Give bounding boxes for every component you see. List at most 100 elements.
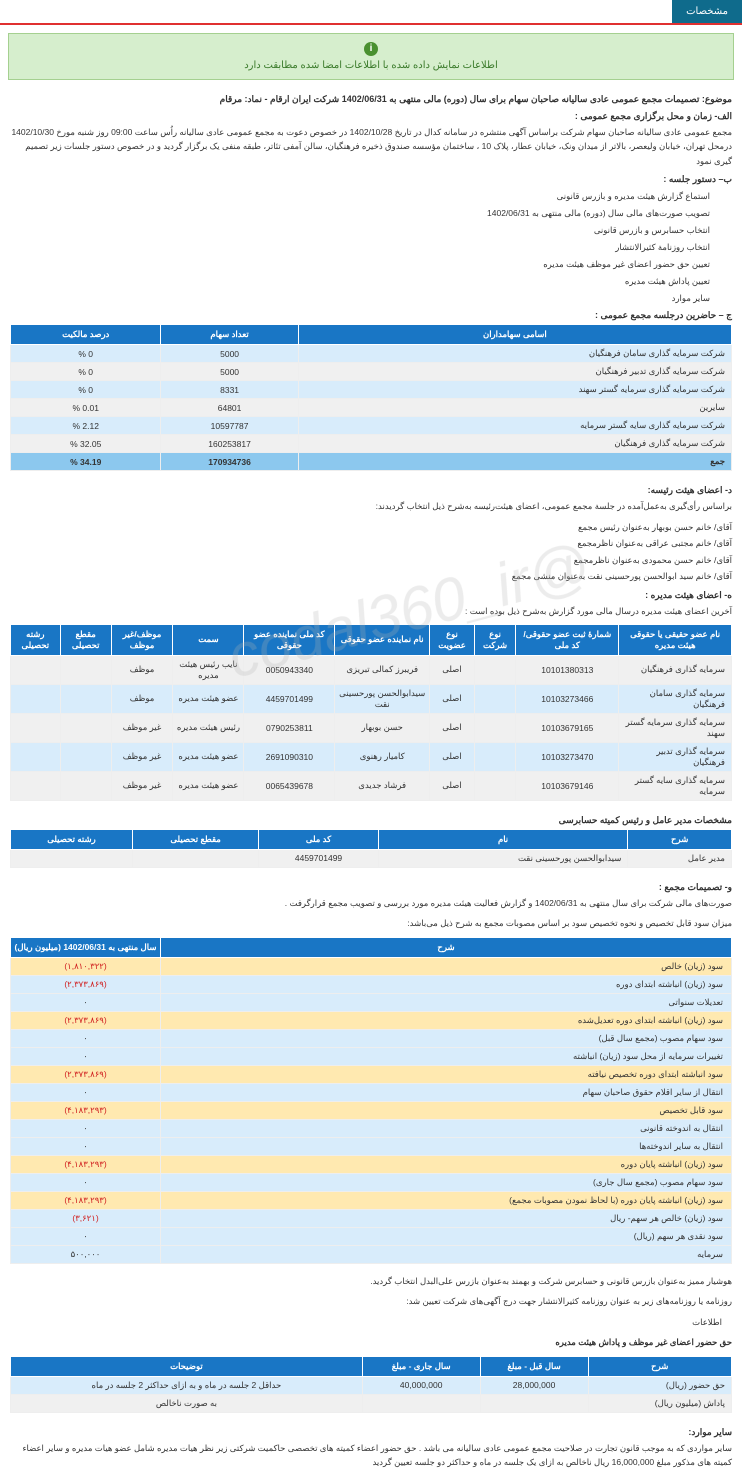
table-row: سود سهام مصوب (مجمع سال قبل)۰	[11, 1029, 732, 1047]
td: 0.01 %	[11, 399, 161, 417]
td: 64801	[161, 399, 298, 417]
td: سود (زیان) انباشته ابتدای دوره	[161, 975, 732, 993]
td: 10103679165	[516, 713, 619, 742]
tab-specs[interactable]: مشخصات	[672, 0, 742, 23]
sec-b-title: ب– دستور جلسه :	[10, 174, 732, 185]
sec-f-body1: صورت‌های مالی شرکت برای سال منتهی به 140…	[10, 896, 732, 910]
td: به صورت ناخالص	[11, 1394, 363, 1412]
td: 28,000,000	[480, 1376, 588, 1394]
table-row: سرمایه گذاری سامان فرهنگیان10103273466اص…	[11, 684, 732, 713]
td: فریبرز کمالی تبریزی	[335, 655, 430, 684]
th: توضیحات	[11, 1356, 363, 1376]
sec-f-title: و- تصمیمات مجمع :	[10, 882, 732, 893]
board-table: نام عضو حقیقی یا حقوقی هیئت مدیرهشمارۀ ث…	[10, 624, 732, 801]
td: 0050943340	[244, 655, 335, 684]
td: حداقل 2 جلسه در ماه و به ازای حداکثر 2 ج…	[11, 1376, 363, 1394]
table-row: شرکت سرمایه گذاری تدبیر فرهنگیان50000 %	[11, 363, 732, 381]
newspaper-line: روزنامه‌ یا روزنامه‌های زیر به عنوان روز…	[10, 1294, 732, 1308]
td: شرکت سرمایه گذاری تدبیر فرهنگیان	[298, 363, 731, 381]
sec-d-title: د- اعضای هیئت رئیسه:	[10, 485, 732, 496]
td: (۲,۳۷۳,۸۶۹)	[11, 1065, 161, 1083]
td: نایب رئیس هیئت مدیره	[173, 655, 244, 684]
td: 8331	[161, 381, 298, 399]
td: (۴,۱۸۳,۲۹۳)	[11, 1191, 161, 1209]
td: 160253817	[161, 435, 298, 453]
th: کد ملی نماینده عضو حقوقی	[244, 624, 335, 655]
td: 4459701499	[259, 849, 378, 867]
td: 2.12 %	[11, 417, 161, 435]
td: عضو هیئت مدیره	[173, 684, 244, 713]
td: تغییرات سرمایه از محل سود (زیان) انباشته	[161, 1047, 732, 1065]
th: سال قبل - مبلغ	[480, 1356, 588, 1376]
td: (۴,۱۸۳,۲۹۳)	[11, 1101, 161, 1119]
td: سرمایه گذاری سامان فرهنگیان	[619, 684, 732, 713]
td	[60, 742, 111, 771]
td: انتقال به اندوخته‌ قانونی	[161, 1119, 732, 1137]
th: مقطع تحصیلی	[132, 829, 258, 849]
td: ۰	[11, 993, 161, 1011]
chair-item: آقای/ خانم سید ابوالحسن پورحسینی نقت به‌…	[10, 569, 732, 583]
table-row: سرمایه گذاری تدبیر فرهنگیان10103273470اص…	[11, 742, 732, 771]
td	[474, 655, 515, 684]
td: فرشاد جدیدی	[335, 771, 430, 800]
profit-table: شرحسال منتهی به 1402/06/31 (میلیون ریال)…	[10, 937, 732, 1264]
fee-title: حق حضور اعضای غیر موظف و پاداش هیئت مدیر…	[10, 1335, 732, 1349]
td	[11, 771, 61, 800]
table-row: سود انباشته ابتدای دوره تخصیص نیافته(۲,۳…	[11, 1065, 732, 1083]
td: 40,000,000	[362, 1376, 480, 1394]
td	[474, 713, 515, 742]
td: پاداش (میلیون ریال)	[588, 1394, 732, 1412]
sec-e-intro: آخرین اعضای هیئت مدیره درسال مالی مورد گ…	[10, 604, 732, 618]
th: شرح	[588, 1356, 732, 1376]
divider	[0, 23, 742, 25]
td: اصلی	[430, 742, 475, 771]
td: سود نقدی هر سهم (ریال)	[161, 1227, 732, 1245]
top-tab-bar: مشخصات	[0, 0, 742, 23]
table-row: سود (زیان) انباشته پایان دوره (با لحاظ ن…	[11, 1191, 732, 1209]
td: 32.05 %	[11, 435, 161, 453]
td	[11, 713, 61, 742]
td: 0 %	[11, 363, 161, 381]
fee-table: شرحسال قبل - مبلغسال جاری - مبلغتوضیحاتح…	[10, 1356, 732, 1413]
td	[132, 849, 258, 867]
table-row: سود (زیان) انباشته ابتدای دوره تعدیل‌شده…	[11, 1011, 732, 1029]
agenda-item: انتخاب حسابرس و بازرس قانونی	[10, 225, 710, 236]
th: رشته تحصیلی	[11, 829, 133, 849]
subject-prefix: موضوع:	[702, 94, 732, 104]
table-row: مدیر عاملسیدابوالحسن پورحسینی نقت4459701…	[11, 849, 732, 867]
agenda-item: استماع گزارش هیئت‌ مدیره و بازرس قانونی	[10, 191, 710, 202]
td: 2691090310	[244, 742, 335, 771]
table-row: حق حضور (ریال)28,000,00040,000,000حداقل …	[11, 1376, 732, 1394]
td	[480, 1394, 588, 1412]
td: سرمایه گذاری فرهنگیان	[619, 655, 732, 684]
table-row: شرکت سرمایه گذاری سایه گستر سرمایه105977…	[11, 417, 732, 435]
td	[11, 655, 61, 684]
table-row: سرمایه گذاری فرهنگیان10101380313اصلیفریب…	[11, 655, 732, 684]
sec-e-title: ه- اعضای هیئت‌ مدیره :	[10, 590, 732, 601]
td: شرکت سرمایه گذاری سایه گستر سرمایه	[298, 417, 731, 435]
th: رشته تحصیلی	[11, 624, 61, 655]
td: غیر موظف	[111, 713, 173, 742]
td: سود سهام مصوب (مجمع سال جاری)	[161, 1173, 732, 1191]
td: شرکت سرمایه گذاری سرمایه گستر سهند	[298, 381, 731, 399]
table-row: تعدیلات سنواتی۰	[11, 993, 732, 1011]
td: شرکت سرمایه گذاری فرهنگیان	[298, 435, 731, 453]
td	[474, 742, 515, 771]
td: حسن بوبهار	[335, 713, 430, 742]
td: اصلی	[430, 684, 475, 713]
td: کامیار رهنوی	[335, 742, 430, 771]
td: 5000	[161, 363, 298, 381]
ceo-table: شرحنامکد ملیمقطع تحصیلیرشته تحصیلیمدیر ع…	[10, 829, 732, 868]
th: اسامی سهامداران	[298, 325, 731, 345]
table-row: سود (زیان) انباشته ابتدای دوره(۲,۳۷۳,۸۶۹…	[11, 975, 732, 993]
td: غیر موظف	[111, 771, 173, 800]
td: حق حضور (ریال)	[588, 1376, 732, 1394]
th: سمت	[173, 624, 244, 655]
sec-d-intro: براساس رأی‌گیری به‌عمل‌آمده در جلسة مجمع…	[10, 499, 732, 513]
info-icon: i	[364, 42, 378, 56]
other-body: سایر مواردی که به موجب قانون تجارت در صل…	[10, 1441, 732, 1470]
td: سرمایه گذاری تدبیر فرهنگیان	[619, 742, 732, 771]
td: سیدابوالحسن پورحسینی نقت	[378, 849, 628, 867]
other-title: سایر موارد:	[10, 1427, 732, 1438]
td: ۰	[11, 1083, 161, 1101]
